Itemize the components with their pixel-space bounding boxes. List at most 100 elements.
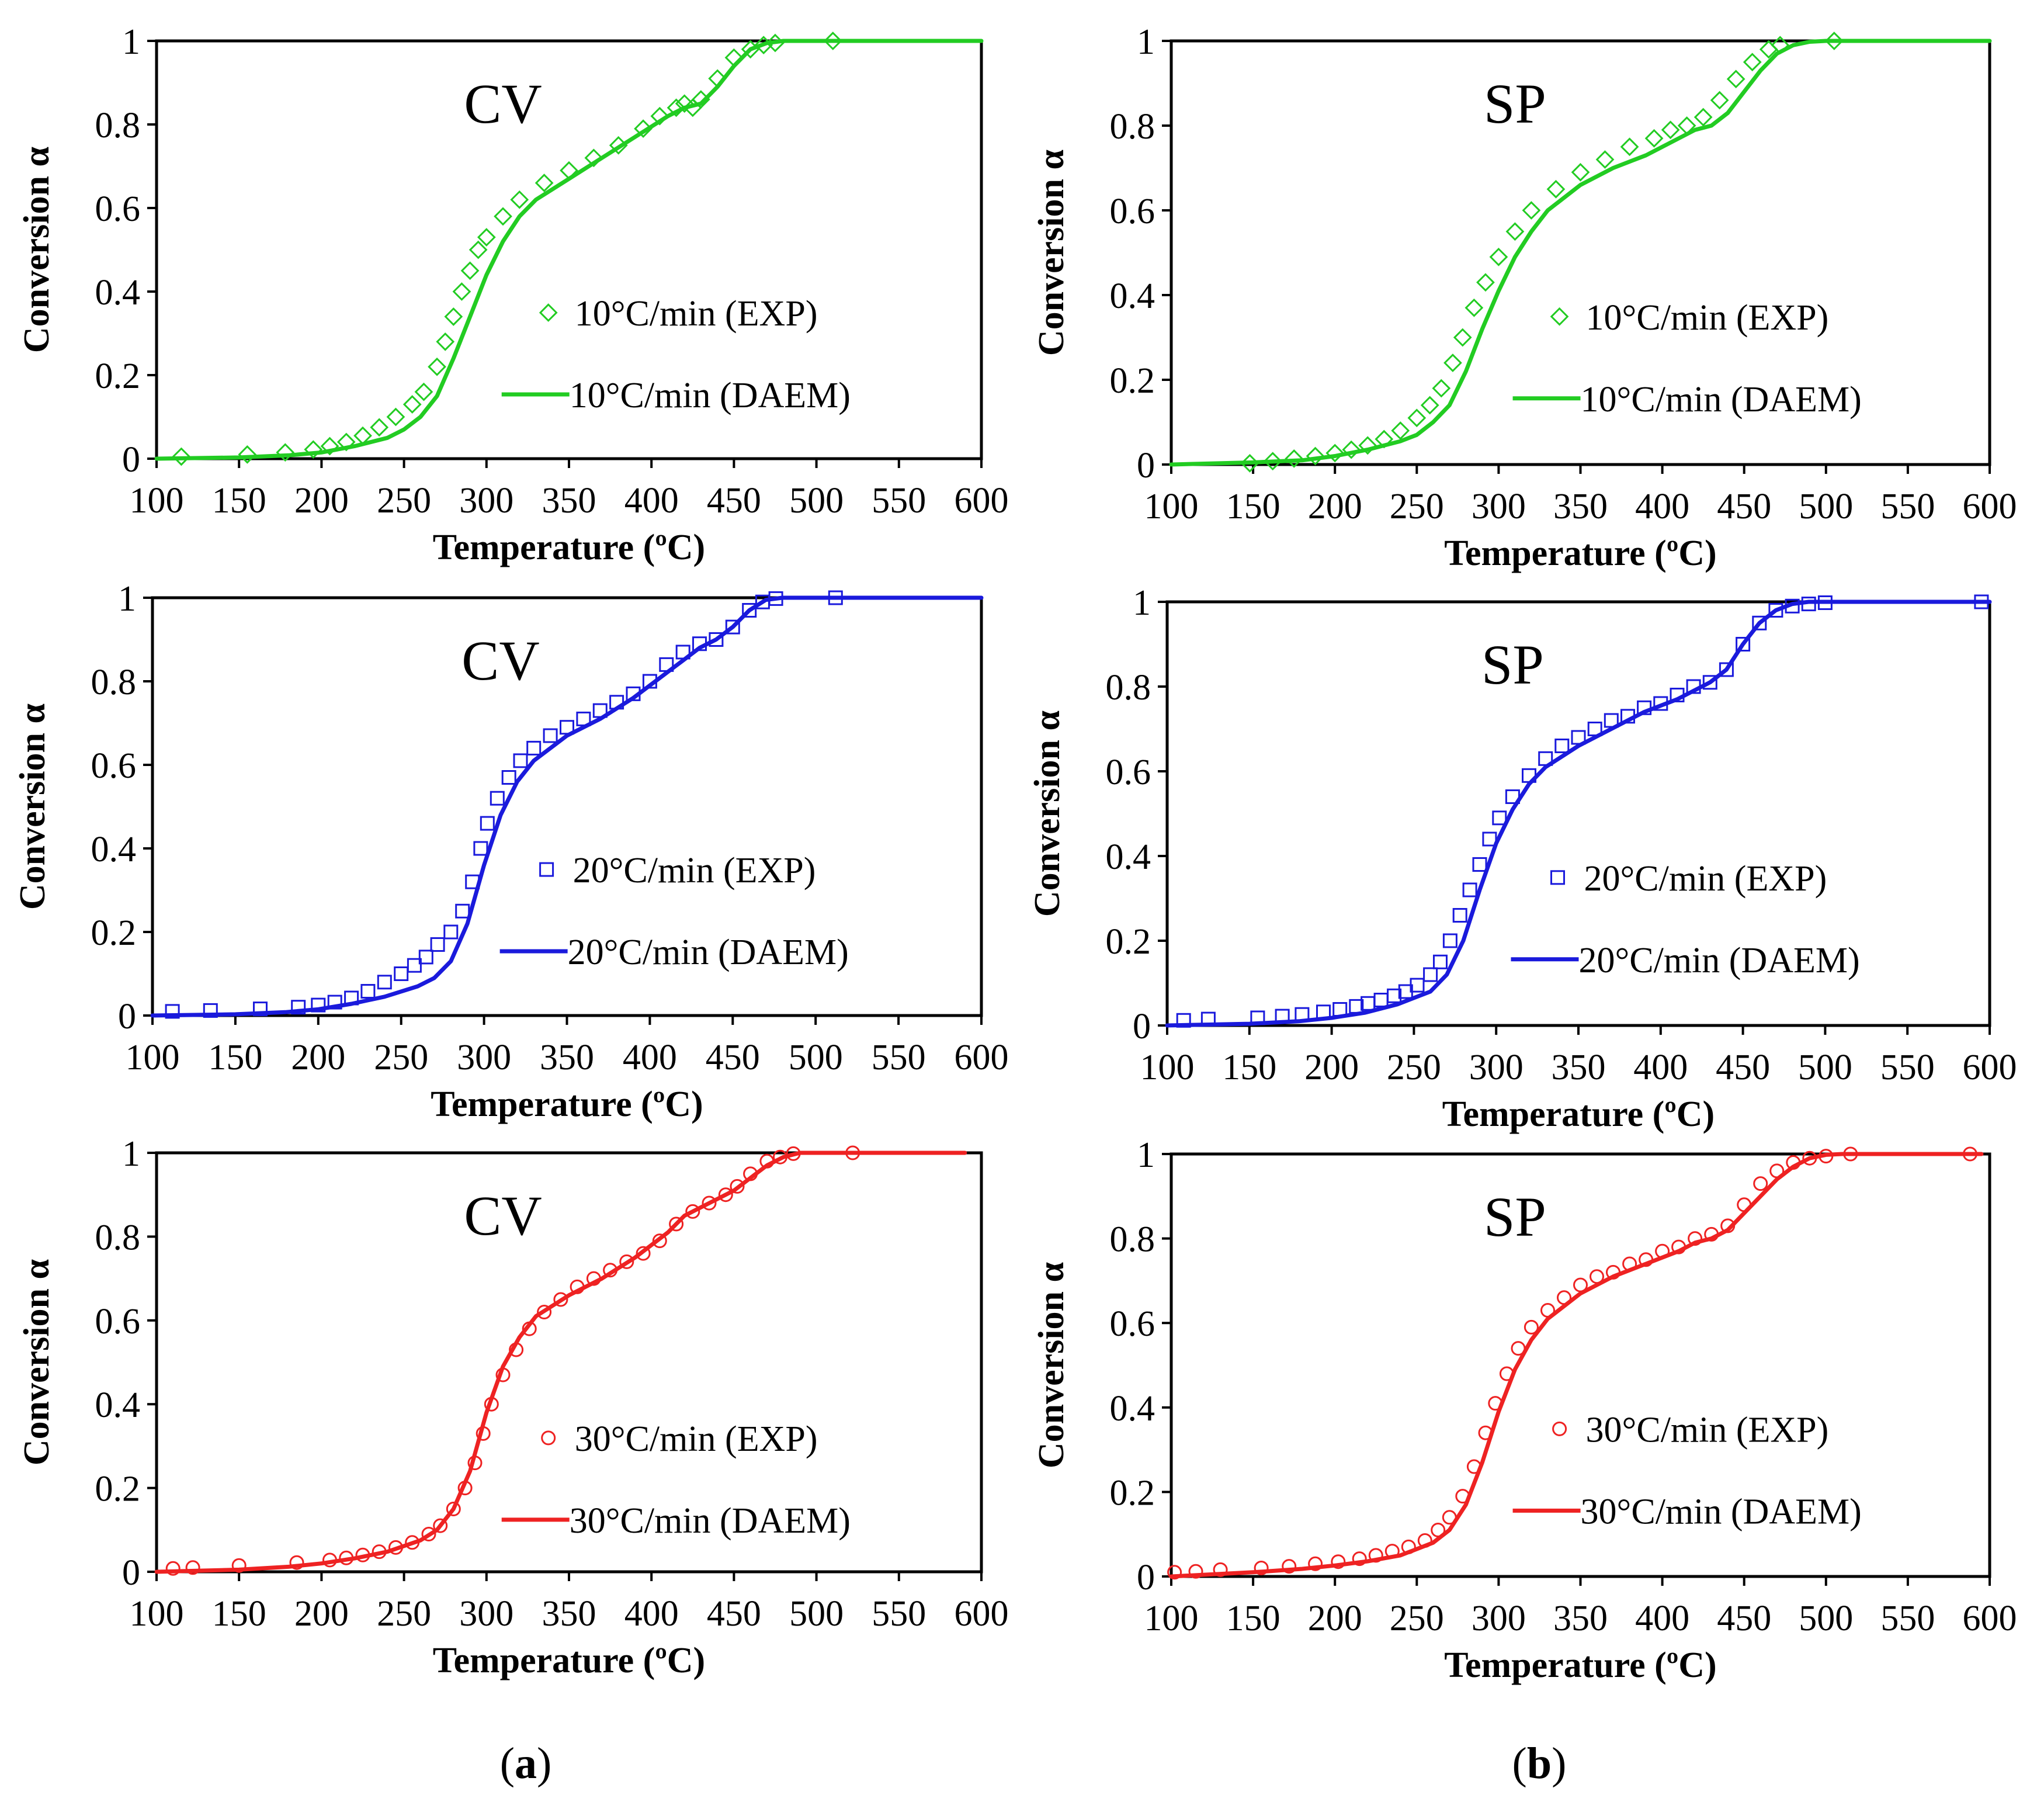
- exp-marker: [692, 636, 707, 652]
- exp-marker: [1453, 328, 1472, 347]
- x-tick-label: 400: [1635, 487, 1689, 526]
- exp-marker: [1358, 436, 1377, 455]
- caption-b-open: (: [1512, 1739, 1527, 1788]
- y-tick-label: 0.2: [95, 356, 141, 396]
- exp-marker: [692, 90, 710, 109]
- x-tick-label: 350: [540, 1038, 594, 1077]
- x-tick-label: 500: [1799, 487, 1853, 526]
- x-tick-label: 150: [1226, 487, 1280, 526]
- exp-marker: [1282, 1559, 1297, 1574]
- exp-marker: [1275, 1009, 1290, 1024]
- exp-marker: [467, 1456, 483, 1471]
- exp-marker: [828, 590, 843, 605]
- caption-b-letter: b: [1526, 1739, 1552, 1788]
- exp-marker: [465, 874, 480, 889]
- exp-marker: [1653, 696, 1668, 711]
- panel-title: CV: [461, 629, 539, 692]
- y-tick-label: 0.2: [91, 913, 137, 953]
- exp-marker: [1753, 1176, 1768, 1191]
- exp-marker: [1332, 1002, 1348, 1017]
- exp-marker: [708, 69, 727, 88]
- x-tick-label: 500: [1798, 1048, 1852, 1087]
- exp-marker: [1554, 739, 1570, 753]
- exp-marker: [185, 1560, 200, 1575]
- x-axis-label: Temperature (ºC): [1444, 533, 1716, 573]
- exp-marker: [1505, 789, 1520, 804]
- exp-marker: [452, 282, 471, 301]
- exp-marker: [203, 1003, 218, 1018]
- x-tick-label: 200: [294, 1594, 349, 1634]
- exp-marker: [1571, 162, 1590, 182]
- exp-marker: [553, 1292, 568, 1307]
- exp-marker: [1671, 1239, 1686, 1255]
- y-tick-label: 0.6: [91, 746, 137, 786]
- y-tick-label: 0: [1133, 1007, 1151, 1046]
- exp-marker: [1391, 421, 1410, 440]
- exp-marker: [1250, 1010, 1265, 1025]
- exp-marker: [1462, 882, 1477, 897]
- y-tick-label: 0.4: [91, 830, 137, 869]
- chart-a-1: 0 0.2 0.4 0.6 0.8 1 100 150 200 250 300 350 400 450 50…: [17, 22, 1009, 567]
- y-tick-label: 0.8: [1110, 107, 1155, 147]
- x-tick-label: 450: [1717, 1599, 1771, 1638]
- exp-marker: [1974, 594, 1989, 609]
- exp-marker: [1499, 1366, 1514, 1381]
- x-tick-label: 600: [1963, 1599, 2017, 1638]
- exp-marker: [1472, 857, 1487, 872]
- exp-marker: [1736, 637, 1751, 652]
- chart-a-3: 0 0.2 0.4 0.6 0.8 1 100 150 200 250 300 350 400 450 50…: [17, 1134, 1009, 1680]
- exp-marker: [344, 990, 359, 1006]
- legend-daem-label: 30°C/min (DAEM): [570, 1501, 851, 1541]
- exp-marker: [1702, 675, 1717, 690]
- y-tick-label: 1: [1137, 22, 1155, 62]
- exp-marker: [1817, 595, 1833, 610]
- exp-marker: [370, 418, 389, 437]
- exp-marker: [636, 1246, 651, 1261]
- y-tick-label: 0.4: [95, 273, 141, 313]
- y-tick-label: 0: [122, 440, 140, 480]
- x-tick-label: 150: [1226, 1599, 1280, 1638]
- exp-marker: [1661, 120, 1680, 140]
- x-tick-label: 550: [1880, 1599, 1935, 1638]
- legend-exp-marker: [541, 1430, 556, 1446]
- exp-marker: [1465, 298, 1484, 317]
- exp-marker: [1511, 1341, 1526, 1356]
- panel-title: SP: [1484, 72, 1546, 135]
- exp-marker: [702, 1195, 717, 1211]
- y-tick-label: 1: [122, 22, 140, 62]
- y-tick-label: 0.8: [1110, 1220, 1155, 1260]
- exp-marker: [1442, 933, 1457, 948]
- x-tick-label: 550: [872, 481, 926, 521]
- exp-marker: [490, 791, 505, 806]
- exp-marker: [1488, 1396, 1503, 1411]
- exp-marker: [1801, 597, 1816, 612]
- y-tick-label: 0.8: [91, 663, 137, 702]
- exp-marker: [1606, 1264, 1620, 1280]
- y-tick-label: 0.4: [1106, 837, 1151, 877]
- exp-marker: [1295, 1007, 1310, 1022]
- exp-marker: [576, 711, 591, 726]
- legend-daem-label: 20°C/min (DAEM): [1578, 941, 1859, 980]
- exp-marker: [1524, 1319, 1539, 1335]
- exp-marker: [1466, 1459, 1481, 1474]
- x-tick-label: 300: [1472, 487, 1526, 526]
- exp-marker: [1420, 396, 1439, 415]
- x-tick-label: 500: [789, 1594, 844, 1634]
- x-tick-label: 450: [707, 1594, 761, 1634]
- exp-marker: [1188, 1564, 1203, 1579]
- exp-marker: [1540, 1303, 1555, 1318]
- exp-marker: [526, 740, 542, 756]
- x-tick-label: 450: [1716, 1048, 1770, 1087]
- exp-marker: [1478, 1425, 1493, 1440]
- exp-marker: [1417, 1533, 1432, 1548]
- exp-marker: [1620, 709, 1635, 724]
- panel-title: CV: [464, 1184, 542, 1247]
- exp-marker: [1802, 1150, 1817, 1166]
- panel-title: SP: [1484, 1186, 1546, 1248]
- exp-marker: [388, 1540, 403, 1555]
- exp-marker: [1743, 53, 1762, 72]
- x-tick-label: 500: [789, 1038, 843, 1077]
- x-tick-label: 250: [1390, 1599, 1444, 1638]
- exp-marker: [725, 619, 740, 635]
